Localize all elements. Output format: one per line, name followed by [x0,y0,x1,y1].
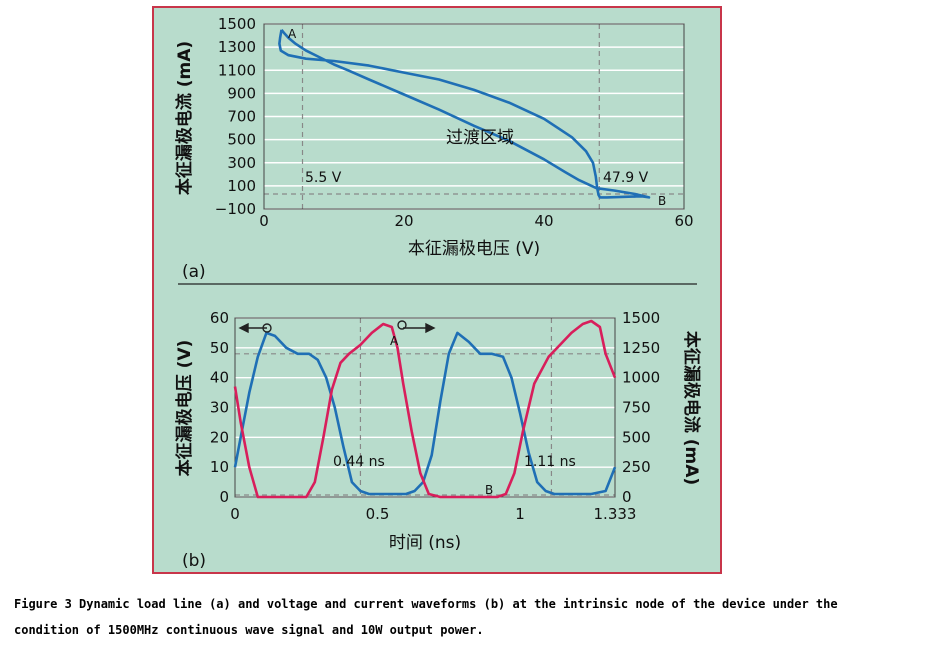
panel-b-right-y-tick-label: 1250 [622,339,660,357]
panel-b-left-y-tick-label: 20 [210,428,229,446]
panel-b-time-1-label: 0.44 ns [333,454,385,470]
panel-a-x-tick-label: 40 [534,212,553,230]
panel-a-voltage-right-label: 47.9 V [603,170,649,186]
panel-a-point-a-label: A [288,27,297,41]
figure-panel [152,6,722,574]
panel-a-y-tick-label: 700 [227,108,256,126]
panel-a-y-tick-label: 100 [227,177,256,195]
panel-a-reference-lines [264,24,684,209]
panel-b-left-y-tick-label: 60 [210,309,229,327]
panel-b-right-y-tick-label: 250 [622,458,651,476]
arrow-icon [397,320,436,334]
panel-b-right-y-tick-label: 1500 [622,309,660,327]
panel-b-x-tick-label: 1 [515,505,525,523]
panel-a-point-b-label: B [658,194,666,208]
panel-b-right-y-tick-label: 0 [622,488,632,506]
panel-a-x-tick-label: 60 [674,212,693,230]
panel-a-y-tick-label: −100 [215,200,256,218]
panel-b-left-y-tick-label: 50 [210,339,229,357]
panel-b-time-2-label: 1.11 ns [524,454,576,470]
panel-b-x-tick-label: 0.5 [366,505,390,523]
panel-a-y-axis-label: 本征漏极电流 (mA) [174,41,195,195]
figure-caption-line-2: condition of 1500MHz continuous wave sig… [14,623,484,637]
load-line-curve [278,28,651,199]
panel-b: 0 10 20 30 40 50 60 0 250 500 750 1000 1250 1500 0 0.… [174,309,702,571]
panel-b-right-y-ticks: 0 250 500 750 1000 1250 1500 [622,309,660,506]
panel-a-y-tick-label: 1100 [218,61,256,79]
arrow-icon [238,322,272,334]
panel-b-left-y-tick-label: 0 [219,488,229,506]
panel-b-label: (b) [182,551,206,571]
panel-a-x-tick-label: 20 [394,212,413,230]
panel-b-left-y-axis-label: 本征漏极电压 (V) [174,340,195,477]
panel-a-y-tick-label: 1500 [218,15,256,33]
panel-a-x-axis-label: 本征漏极电压 (V) [408,239,540,259]
panel-b-x-tick-label: 1.333 [594,505,637,523]
panel-b-left-y-tick-label: 30 [210,399,229,417]
panel-b-x-axis-label: 时间 (ns) [389,533,461,553]
panel-a-label: (a) [182,262,206,282]
panel-b-x-tick-label: 0 [230,505,240,523]
current-waveform [233,319,617,499]
panel-b-right-y-tick-label: 1000 [622,369,660,387]
figure-caption-line-1: Figure 3 Dynamic load line (a) and volta… [14,597,838,611]
panel-b-right-y-tick-label: 500 [622,428,651,446]
panel-b-point-b-label: B [485,483,493,497]
panel-b-plot-frame [234,317,616,498]
panel-b-right-y-axis-label: 本征漏极电流 (mA) [681,331,702,485]
panel-a-plot-frame [263,23,685,210]
panel-a-y-ticks: −100 100 300 500 700 900 1100 1300 1500 [215,15,256,218]
panel-b-left-y-tick-label: 10 [210,458,229,476]
panel-a-x-ticks: 0 20 40 60 [259,212,693,230]
panel-a-x-tick-label: 0 [259,212,269,230]
panel-a-voltage-left-label: 5.5 V [305,170,342,186]
panel-b-left-y-ticks: 0 10 20 30 40 50 60 [210,309,229,506]
transition-region-label: 过渡区域 [446,128,514,148]
voltage-waveform [233,331,617,496]
panel-b-left-y-tick-label: 40 [210,369,229,387]
panel-b-right-y-tick-label: 750 [622,399,651,417]
panel-a-y-tick-label: 900 [227,84,256,102]
panel-a-y-tick-label: 500 [227,131,256,149]
panel-b-point-a-label: A [390,334,399,348]
panel-a-y-tick-label: 300 [227,154,256,172]
panel-b-x-ticks: 0 0.5 1 1.333 [230,505,636,523]
panel-a-y-tick-label: 1300 [218,38,256,56]
